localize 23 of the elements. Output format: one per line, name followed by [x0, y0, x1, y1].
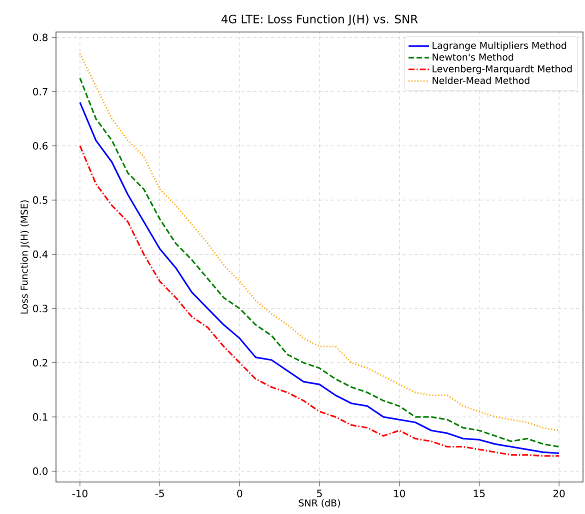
- x-tick-label: 0: [237, 490, 242, 498]
- y-tick-label: 0.7: [33, 88, 48, 96]
- chart-title: 4G LTE: Loss Function J(H) vs. SNR: [222, 14, 418, 26]
- legend-label: Newton's Method: [432, 53, 514, 61]
- x-tick-label: 15: [474, 490, 485, 498]
- x-tick-label: 20: [553, 490, 565, 498]
- y-axis-title: Loss Function J(H) (MSE): [20, 200, 30, 314]
- x-tick-label: 5: [317, 490, 322, 498]
- legend-label: Nelder-Mead Method: [432, 76, 530, 84]
- x-tick-label: -5: [155, 490, 164, 498]
- y-tick-label: 0.1: [33, 413, 48, 421]
- x-tick-label: 10: [394, 490, 406, 498]
- y-tick-label: 0.4: [33, 250, 48, 258]
- x-tick-label: -10: [72, 490, 88, 498]
- y-tick-label: 0.5: [33, 196, 48, 204]
- legend-label: Lagrange Multipliers Method: [432, 42, 566, 51]
- x-axis-title: SNR (dB): [298, 499, 340, 508]
- y-tick-label: 0.6: [33, 142, 48, 150]
- y-tick-label: 0.8: [33, 34, 48, 42]
- y-tick-label: 0.0: [33, 467, 48, 475]
- y-tick-label: 0.2: [33, 358, 48, 366]
- legend-label: Levenberg-Marquardt Method: [432, 65, 572, 74]
- y-tick-label: 0.3: [33, 304, 48, 312]
